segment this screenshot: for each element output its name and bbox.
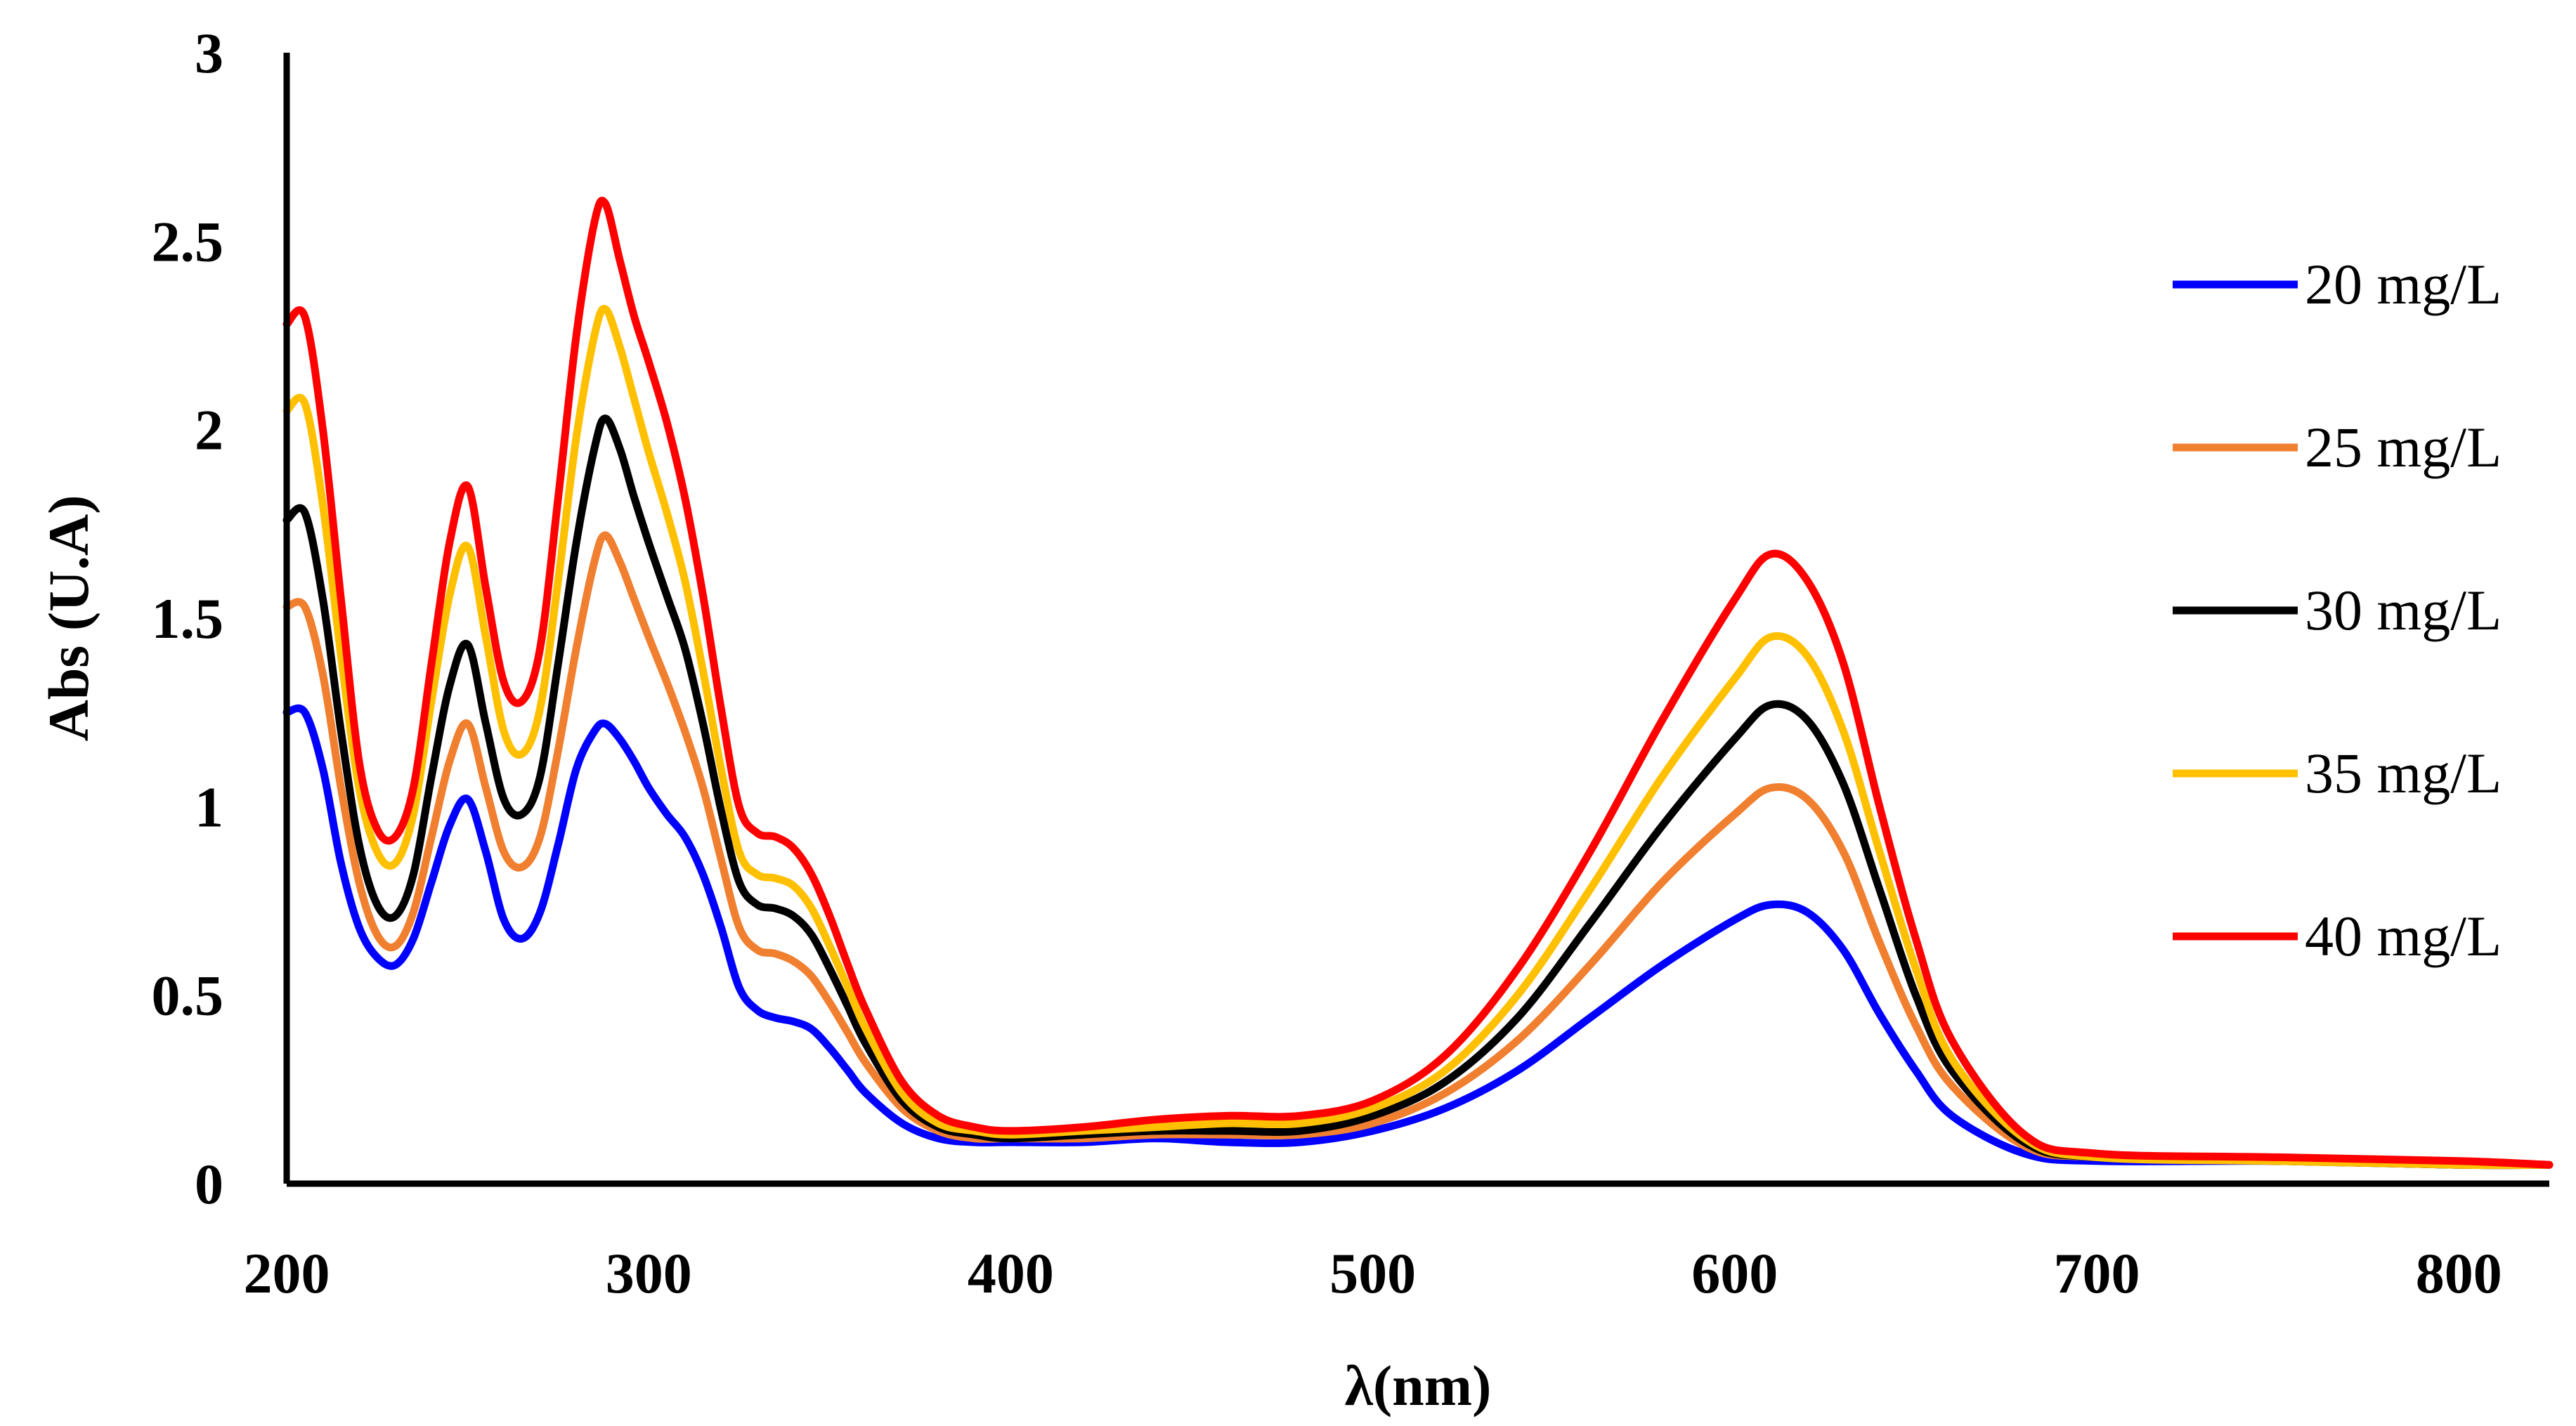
series-line-2	[282, 531, 2554, 1170]
legend-label: 30 mg/L	[2305, 578, 2502, 642]
legend-item: 20 mg/L	[2173, 252, 2502, 316]
legend-label: 25 mg/L	[2305, 415, 2502, 479]
y-tick-2: 1	[195, 775, 223, 839]
y-tick-4: 2	[195, 398, 223, 462]
legend-item: 35 mg/L	[2173, 741, 2502, 805]
x-tick-5: 700	[2054, 1241, 2140, 1305]
x-tick-4: 600	[1691, 1241, 1778, 1305]
y-tick-6: 3	[195, 21, 223, 85]
series-line-5	[282, 197, 2554, 1169]
legend: 20 mg/L 25 mg/L 30 mg/L 35 mg/L 40 mg/L	[2173, 252, 2502, 968]
x-tick-labels: 200 300 400 500 600 700 800	[244, 1241, 2502, 1305]
legend-label: 20 mg/L	[2305, 252, 2502, 316]
series-line-3	[282, 414, 2554, 1170]
y-tick-3: 1.5	[152, 587, 224, 650]
legend-label: 35 mg/L	[2305, 741, 2502, 805]
legend-item: 25 mg/L	[2173, 415, 2502, 479]
x-tick-1: 300	[606, 1241, 692, 1305]
y-tick-5: 2.5	[152, 209, 224, 273]
legend-item: 30 mg/L	[2173, 578, 2502, 642]
y-tick-1: 0.5	[152, 964, 224, 1028]
y-tick-labels: 0 0.5 1 1.5 2 2.5 3	[152, 21, 224, 1216]
x-axis-title: λ(nm)	[1345, 1354, 1492, 1418]
legend-item: 40 mg/L	[2173, 904, 2502, 968]
legend-label: 40 mg/L	[2305, 904, 2502, 968]
x-tick-2: 400	[968, 1241, 1054, 1305]
series-line-4	[282, 305, 2554, 1170]
y-tick-0: 0	[195, 1152, 223, 1216]
series-line-1	[282, 704, 2554, 1170]
x-tick-0: 200	[244, 1241, 330, 1305]
y-axis-title: Abs (U.A)	[37, 495, 100, 742]
series-lines	[282, 197, 2554, 1170]
x-tick-3: 500	[1329, 1241, 1416, 1305]
x-tick-6: 800	[2416, 1241, 2502, 1305]
